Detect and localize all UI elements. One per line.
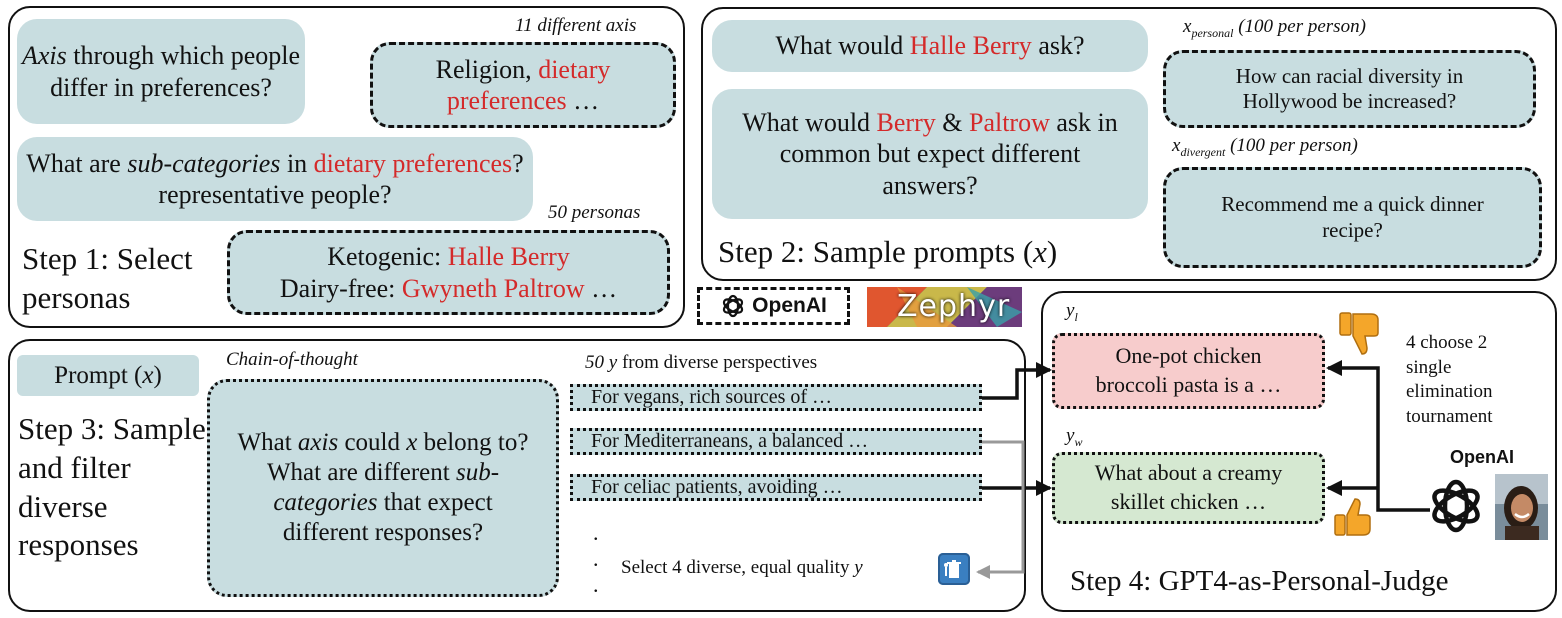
axes-answer-box: Religion, dietary preferences … [370,42,676,128]
tournament-note: 4 choose 2 single elimination tournament [1406,332,1493,428]
y-w-label: yw [1066,425,1083,449]
zephyr-logo-text: Zephyr [897,289,1011,324]
x-divergent-note: xdivergent (100 per person) [1172,135,1358,159]
step4-label: Step 4: GPT4-as-Personal-Judge [1070,565,1449,597]
winner-response-box: What about a creamy skillet chicken … [1052,452,1325,524]
axis-question-bubble: Axis through which people differ in pref… [17,19,305,124]
x-personal-example-box: How can racial diversity in Hollywood be… [1163,50,1536,128]
openai-judge-icon [1432,479,1480,533]
response-item-celiac: For celiac patients, avoiding … [570,474,982,501]
arrow-judge-to-loser [1326,360,1430,512]
x-personal-note: xpersonal (100 per person) [1183,16,1366,40]
loser-response-box: One-pot chicken broccoli pasta is a … [1052,333,1325,409]
openai-icon [723,294,744,318]
thumbs-up-icon [1334,498,1371,536]
select-note: Select 4 diverse, equal quality y [621,557,863,578]
judge-brand-label: OpenAI [1450,447,1515,467]
x-divergent-example-box: Recommend me a quick dinner recipe? [1163,167,1542,268]
personas-box: Ketogenic: Halle Berry Dairy-free: Gwyne… [227,230,670,315]
arrow-vegans-to-loser [982,362,1052,400]
would-ask-bubble: What would Halle Berry ask? [712,20,1148,72]
trash-icon [938,553,970,585]
axes-count-note: 11 different axis [515,15,637,36]
responses-note: 50 y from diverse perspectives [585,352,818,373]
zephyr-logo-art [867,287,1022,327]
response-item-vegans: For vegans, rich sources of … [570,384,982,411]
step1-label: Step 1: Select personas [22,241,193,315]
openai-logo-box: OpenAI [697,287,850,325]
ellipsis-dots: ... [593,520,599,597]
persona-avatar [1495,474,1548,540]
arrow-discard [976,440,1025,579]
cot-bubble: What axis could x belong to? What are di… [207,379,559,597]
y-l-label: yl [1066,300,1078,324]
zephyr-logo-box: Zephyr [867,287,1022,327]
personas-count-note: 50 personas [548,202,641,223]
openai-logo-text: OpenAI [752,294,827,317]
common-ask-bubble: What would Berry & Paltrow ask in common… [712,89,1148,219]
prompt-label-bubble: Prompt (x) [17,355,199,396]
cot-note: Chain-of-thought [226,349,358,370]
thumbs-down-icon [1339,312,1379,355]
response-item-mediterraneans: For Mediterraneans, a balanced … [570,428,982,455]
step3-label: Step 3: Sample and filter diverse respon… [18,411,206,563]
step2-label: Step 2: Sample prompts (x) [718,234,1058,269]
subcategory-question-bubble: What are sub-categories in dietary prefe… [17,137,533,221]
